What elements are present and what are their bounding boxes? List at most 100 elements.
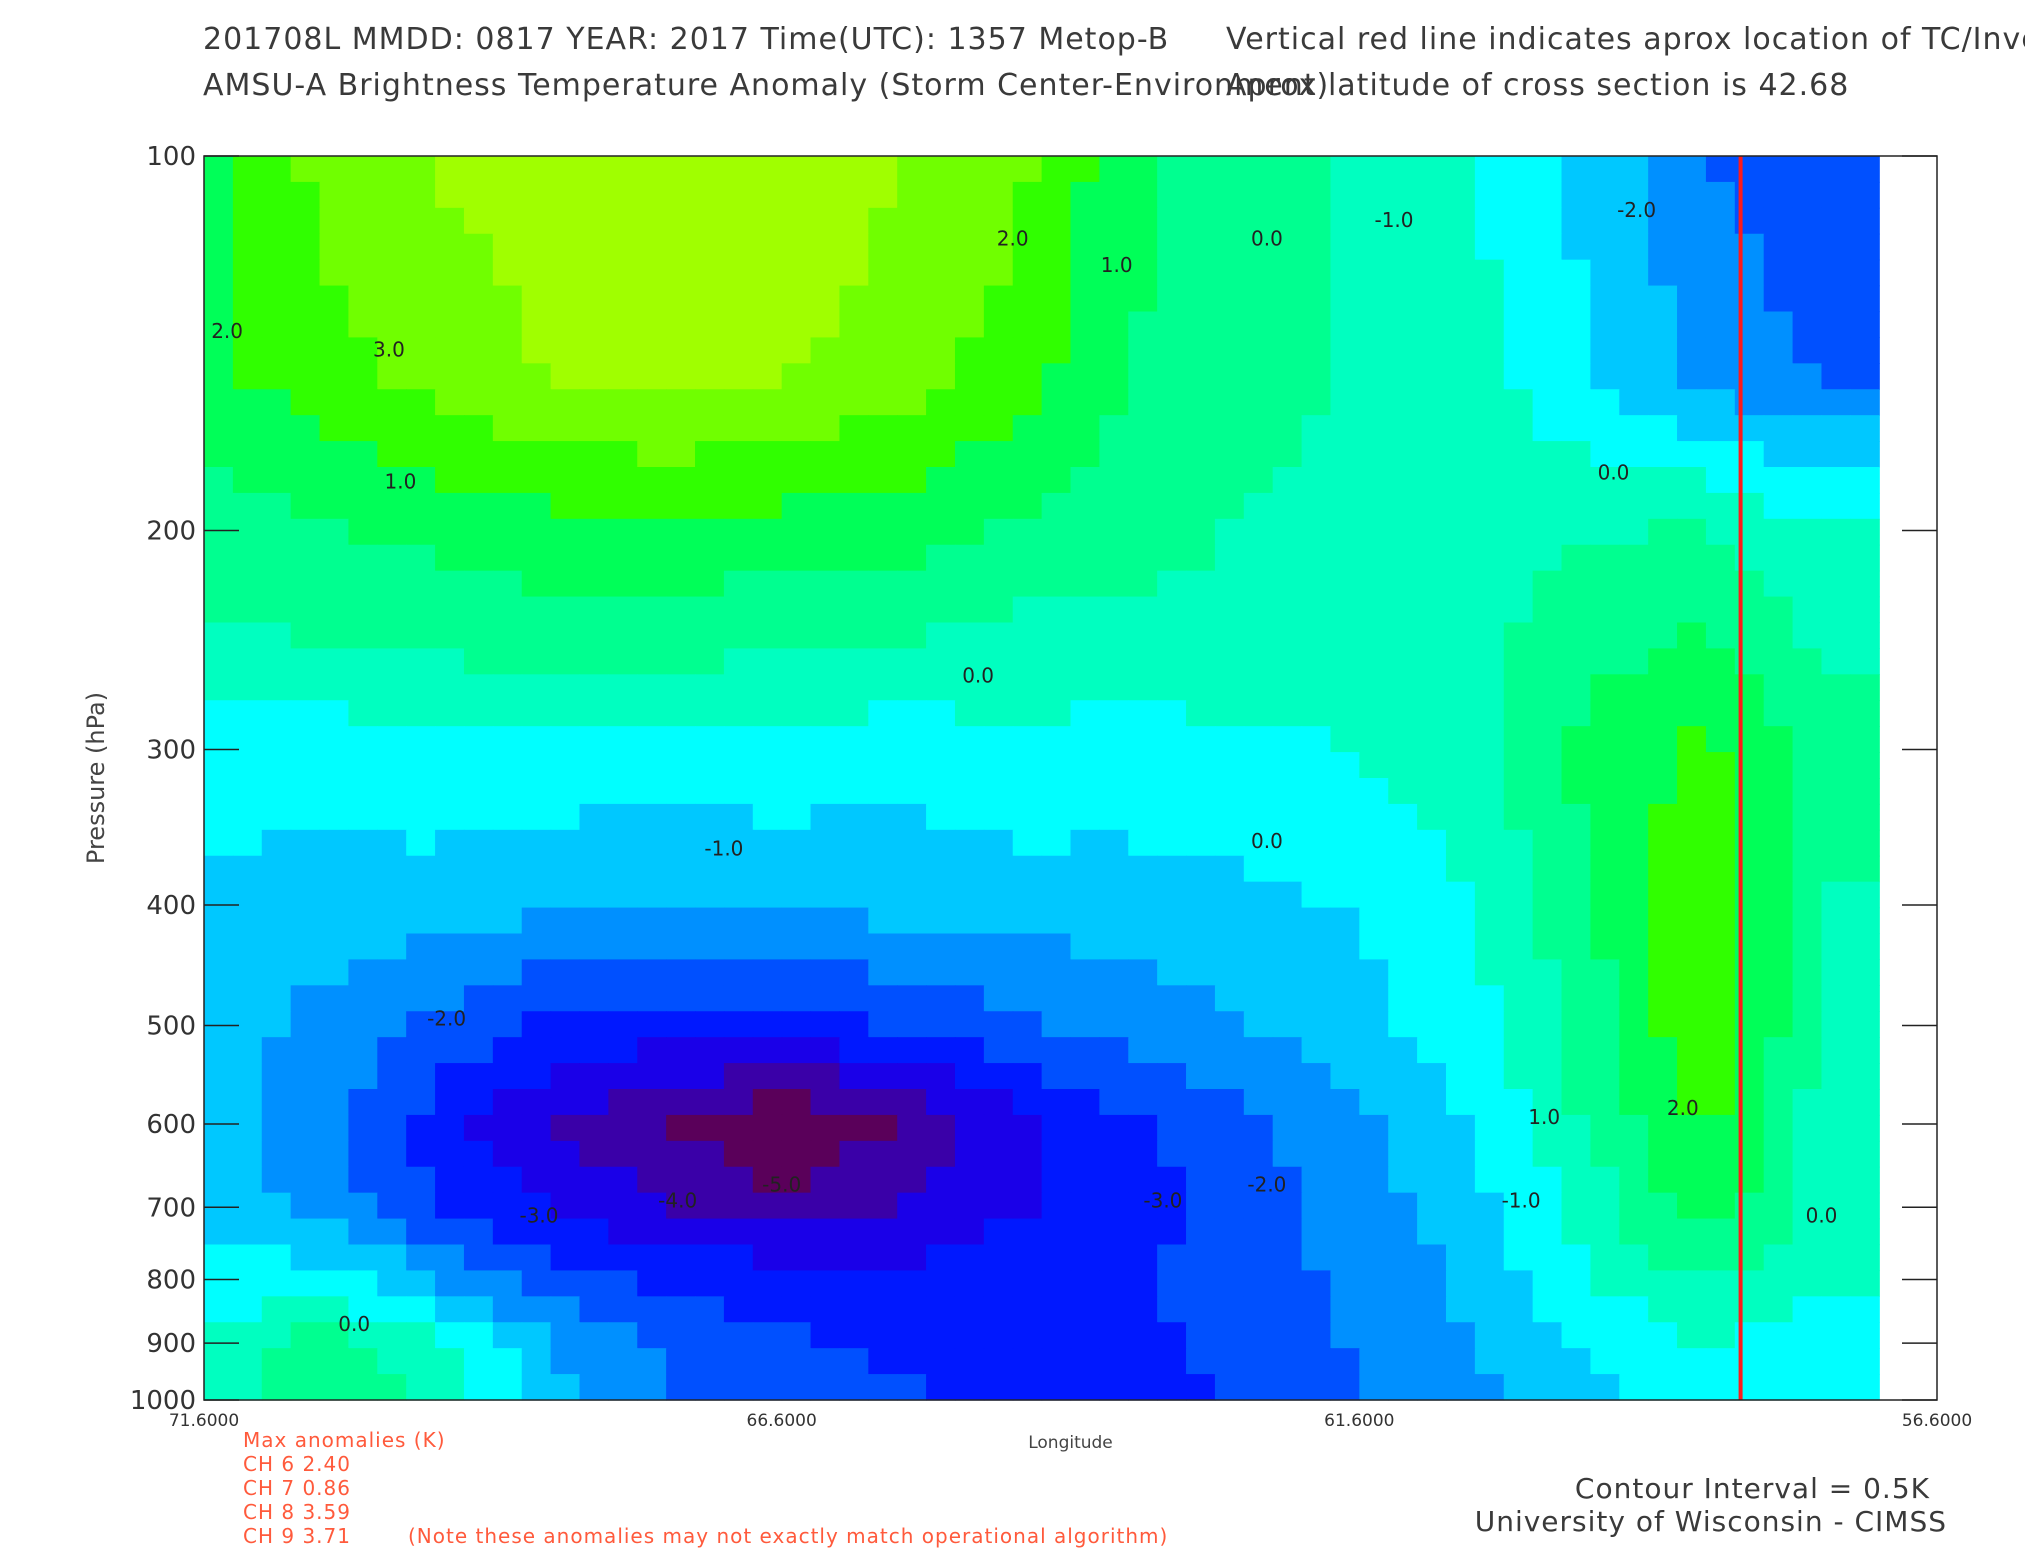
field-cell bbox=[1417, 233, 1447, 261]
field-cell bbox=[492, 1192, 523, 1220]
field-cell bbox=[1850, 285, 1880, 313]
field-cell bbox=[290, 518, 321, 546]
field-cell bbox=[839, 700, 869, 727]
field-cell bbox=[1128, 518, 1158, 546]
field-cell bbox=[1763, 1037, 1794, 1064]
contour-label: 0.0 bbox=[962, 664, 994, 688]
field-cell bbox=[1012, 259, 1043, 287]
field-cell bbox=[1243, 700, 1274, 727]
field-cell bbox=[406, 1296, 436, 1323]
field-cell bbox=[1041, 829, 1072, 857]
field-cell bbox=[839, 752, 869, 779]
field-cell bbox=[550, 726, 581, 753]
field-cell bbox=[1677, 441, 1707, 468]
field-cell bbox=[1763, 415, 1794, 442]
field-cell bbox=[492, 1348, 523, 1375]
field-cell bbox=[377, 985, 407, 1012]
field-cell bbox=[492, 518, 523, 546]
field-cell bbox=[1677, 467, 1707, 494]
field-cell bbox=[1763, 518, 1794, 546]
field-cell bbox=[1445, 207, 1476, 235]
field-cell bbox=[897, 1037, 927, 1064]
field-cell bbox=[579, 1166, 609, 1194]
field-cell bbox=[666, 311, 696, 339]
field-cell bbox=[1070, 181, 1100, 209]
field-cell bbox=[204, 752, 234, 779]
field-cell bbox=[463, 544, 494, 572]
field-cell bbox=[1301, 415, 1332, 442]
field-cell bbox=[868, 207, 898, 235]
field-cell bbox=[695, 570, 725, 598]
field-cell bbox=[204, 959, 234, 986]
field-cell bbox=[1388, 985, 1418, 1012]
field-cell bbox=[1532, 985, 1563, 1012]
field-cell bbox=[579, 415, 609, 442]
field-cell bbox=[1619, 752, 1649, 779]
field-cell bbox=[406, 1114, 436, 1142]
field-cell bbox=[1128, 156, 1158, 183]
field-cell bbox=[1272, 285, 1303, 313]
field-cell bbox=[1128, 881, 1158, 909]
field-cell bbox=[723, 311, 754, 339]
field-cell bbox=[319, 596, 350, 624]
field-cell bbox=[1301, 1114, 1332, 1142]
field-cell bbox=[954, 1089, 985, 1116]
field-cell bbox=[954, 518, 985, 546]
field-cell bbox=[608, 778, 638, 805]
field-cell bbox=[695, 233, 725, 261]
field-cell bbox=[1792, 1192, 1823, 1220]
field-cell bbox=[1677, 233, 1707, 261]
field-cell bbox=[983, 1192, 1014, 1220]
field-cell bbox=[1128, 570, 1158, 598]
field-cell bbox=[1128, 1089, 1158, 1116]
field-cell bbox=[868, 1218, 898, 1246]
field-cell bbox=[1850, 441, 1880, 468]
field-cell bbox=[550, 1166, 581, 1194]
field-cell bbox=[377, 1037, 407, 1064]
field-cell bbox=[232, 1089, 263, 1116]
field-cell bbox=[752, 674, 783, 701]
field-cell bbox=[1532, 415, 1563, 442]
field-cell bbox=[377, 492, 407, 520]
field-cell bbox=[1590, 1166, 1620, 1194]
field-cell bbox=[781, 1037, 812, 1064]
field-cell bbox=[839, 1037, 869, 1064]
field-cell bbox=[781, 492, 812, 520]
field-cell bbox=[348, 648, 378, 675]
field-cell bbox=[406, 622, 436, 650]
field-cell bbox=[550, 674, 581, 701]
field-cell bbox=[1474, 337, 1505, 364]
field-cell bbox=[1214, 855, 1245, 883]
field-cell bbox=[319, 1037, 350, 1064]
field-cell bbox=[1272, 803, 1303, 831]
field-cell bbox=[1417, 752, 1447, 779]
field-cell bbox=[637, 1089, 667, 1116]
field-cell bbox=[1503, 570, 1534, 598]
field-cell bbox=[463, 726, 494, 753]
field-cell bbox=[983, 156, 1014, 183]
field-cell bbox=[1474, 1374, 1505, 1401]
field-cell bbox=[1705, 1322, 1736, 1349]
field-cell bbox=[1214, 285, 1245, 313]
field-cell bbox=[406, 700, 436, 727]
field-cell bbox=[1330, 1270, 1360, 1297]
header-line2-right: Aprox latitude of cross section is 42.68 bbox=[1226, 68, 1850, 103]
field-cell bbox=[435, 1166, 465, 1194]
field-cell bbox=[1157, 337, 1187, 364]
field-cell bbox=[1272, 674, 1303, 701]
field-cell bbox=[666, 415, 696, 442]
field-cell bbox=[983, 1244, 1014, 1272]
field-cell bbox=[1590, 1037, 1620, 1064]
field-cell bbox=[839, 1322, 869, 1349]
field-cell bbox=[1214, 674, 1245, 701]
field-cell bbox=[810, 285, 841, 313]
field-cell bbox=[1503, 1166, 1534, 1194]
field-cell bbox=[1157, 1114, 1187, 1142]
field-cell bbox=[579, 959, 609, 986]
field-cell bbox=[1677, 1218, 1707, 1246]
field-cell bbox=[666, 544, 696, 572]
x-tick-label: 71.6000 bbox=[169, 1411, 239, 1431]
field-cell bbox=[1214, 726, 1245, 753]
field-cell bbox=[492, 803, 523, 831]
field-cell bbox=[1041, 959, 1072, 986]
